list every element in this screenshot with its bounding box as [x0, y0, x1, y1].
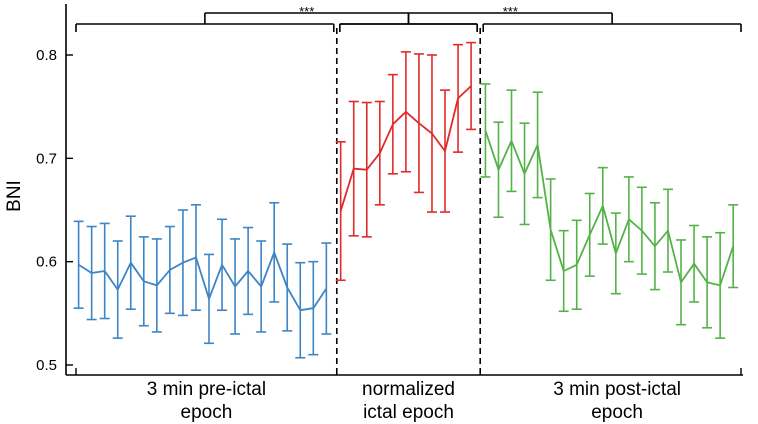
y-tick-label: 0.8: [36, 47, 57, 64]
y-tick-label: 0.7: [36, 150, 57, 167]
y-tick-label: 0.5: [36, 357, 57, 374]
series-ictal: [335, 41, 477, 282]
epoch-boundaries: [335, 28, 482, 375]
epoch-label-line1: normalized: [362, 379, 455, 400]
series-line: [484, 130, 735, 287]
epoch-label-line1: 3 min pre-ictal: [147, 379, 266, 400]
epoch-label-line2: epoch: [181, 402, 233, 423]
epoch-label-line1: 3 min post-ictal: [553, 379, 681, 400]
series-line: [78, 251, 328, 312]
significance-label: ***: [299, 4, 314, 19]
y-tick-label: 0.6: [36, 254, 57, 271]
significance-brackets: *** ***: [75, 4, 742, 32]
series-pre-ictal: [73, 201, 332, 359]
significance-label: ***: [503, 4, 518, 19]
axes: 0.5 0.6 0.7 0.8: [36, 4, 743, 376]
y-axis-title: BNI: [4, 180, 25, 212]
series-post-ictal: [480, 83, 739, 339]
epoch-label-line2: ictal epoch: [363, 402, 454, 423]
data-series: [73, 41, 739, 359]
series-line: [339, 85, 472, 212]
epoch-label-line2: epoch: [591, 402, 643, 423]
